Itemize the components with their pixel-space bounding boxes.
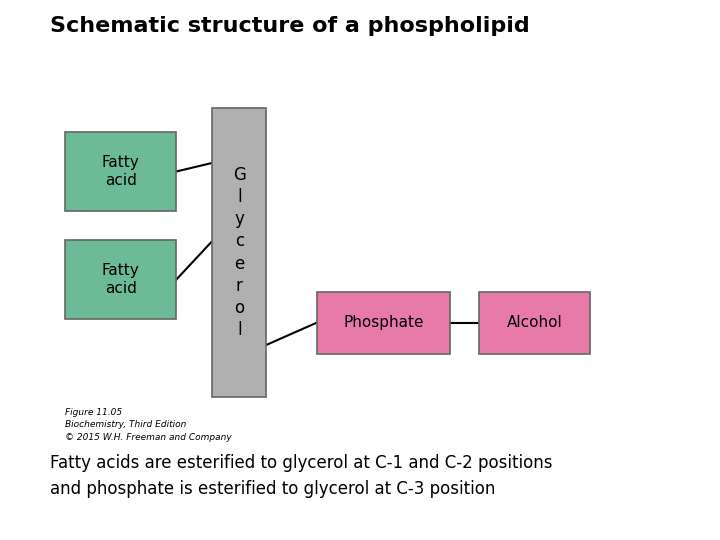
FancyBboxPatch shape (65, 132, 176, 211)
Text: Phosphate: Phosphate (343, 315, 423, 330)
Text: Schematic structure of a phospholipid: Schematic structure of a phospholipid (50, 16, 530, 36)
Text: Fatty acids are esterified to glycerol at C-1 and C-2 positions
and phosphate is: Fatty acids are esterified to glycerol a… (50, 454, 553, 498)
Text: G
l
y
c
e
r
o
l: G l y c e r o l (233, 166, 246, 339)
FancyBboxPatch shape (212, 108, 266, 397)
FancyBboxPatch shape (65, 240, 176, 319)
Text: Fatty
acid: Fatty acid (102, 154, 140, 188)
Text: Figure 11.05
Biochemistry, Third Edition
© 2015 W.H. Freeman and Company: Figure 11.05 Biochemistry, Third Edition… (65, 408, 232, 442)
Text: Fatty
acid: Fatty acid (102, 262, 140, 296)
FancyBboxPatch shape (317, 292, 450, 354)
Text: Alcohol: Alcohol (507, 315, 562, 330)
FancyBboxPatch shape (479, 292, 590, 354)
